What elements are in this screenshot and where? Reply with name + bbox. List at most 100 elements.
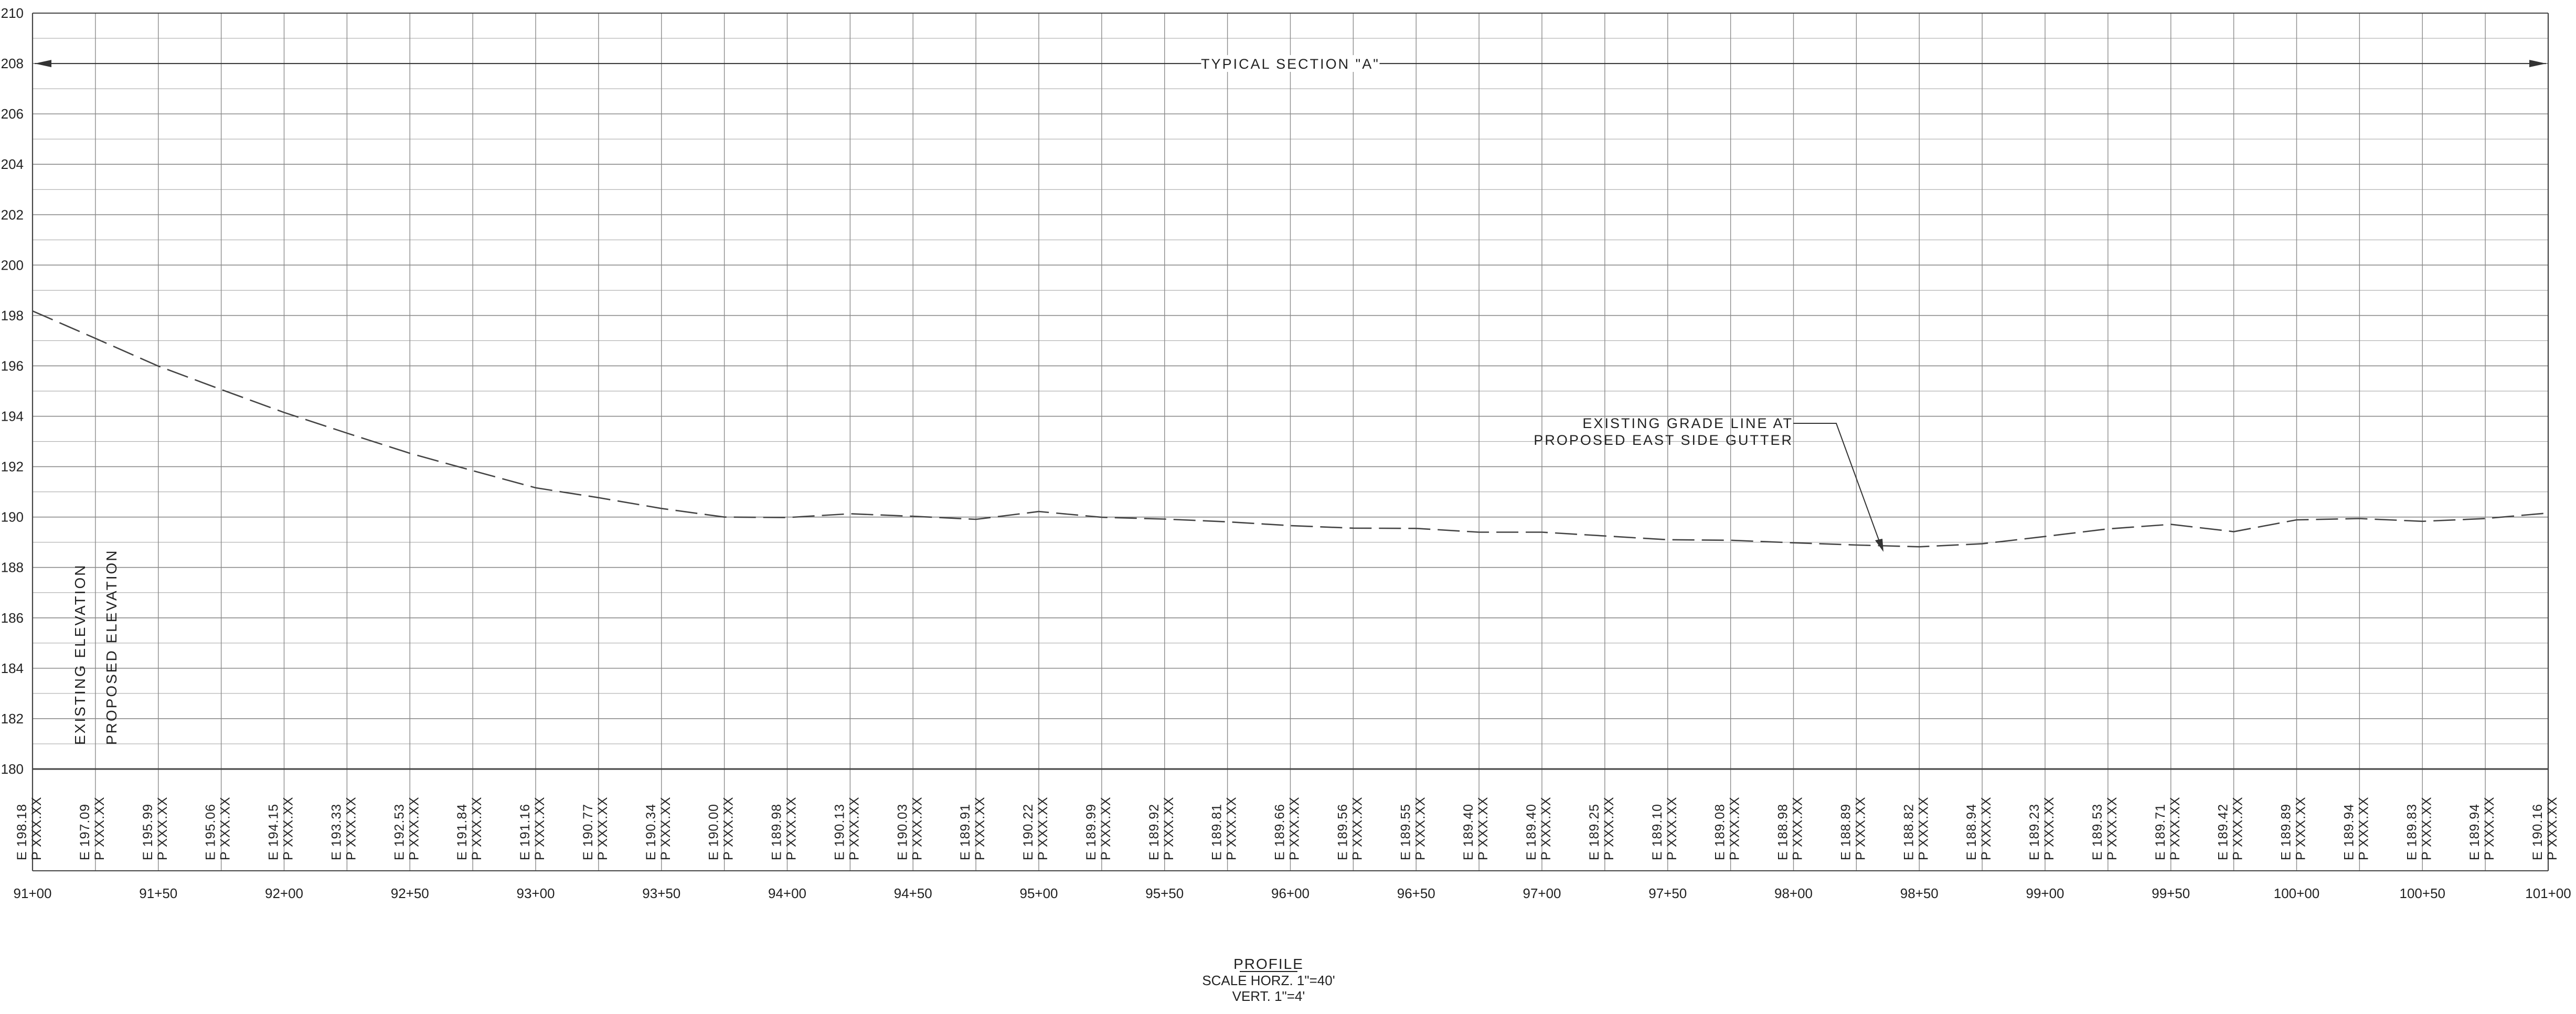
proposed-elevation-value: P XXX.XX — [2042, 797, 2057, 861]
proposed-elevation-value: P XXX.XX — [1225, 797, 1239, 861]
elevation-tick-label: 208 — [1, 56, 24, 71]
existing-elevation-value: E 189.91 — [958, 804, 973, 860]
elevation-tick-label: 184 — [1, 660, 24, 676]
station-label: 100+00 — [2274, 885, 2319, 901]
station-label: 95+00 — [1019, 885, 1058, 901]
proposed-elevation-label: PROPOSED ELEVATION — [103, 549, 120, 745]
existing-elevation-value: E 189.81 — [1210, 804, 1225, 860]
existing-elevation-value: E 189.10 — [1650, 804, 1665, 860]
proposed-elevation-value: P XXX.XX — [2482, 797, 2497, 861]
existing-elevation-value: E 195.06 — [204, 804, 218, 860]
proposed-elevation-value: P XXX.XX — [2168, 797, 2183, 861]
proposed-elevation-value: P XXX.XX — [470, 797, 484, 861]
station-label: 99+50 — [2152, 885, 2190, 901]
existing-elevation-value: E 197.09 — [78, 804, 92, 860]
proposed-elevation-value: P XXX.XX — [92, 797, 107, 861]
scale-horizontal: SCALE HORZ. 1"=40' — [1202, 973, 1335, 988]
proposed-elevation-value: P XXX.XX — [595, 797, 610, 861]
profile-title: PROFILE — [1233, 956, 1304, 972]
station-label: 98+50 — [1900, 885, 1939, 901]
existing-elevation-value: E 189.89 — [2279, 804, 2294, 860]
proposed-elevation-value: P XXX.XX — [1539, 797, 1553, 861]
proposed-elevation-value: P XXX.XX — [1791, 797, 1805, 861]
existing-elevation-value: E 190.00 — [707, 804, 721, 860]
grade-line-layer — [32, 310, 2549, 548]
existing-elevation-value: E 189.55 — [1398, 804, 1413, 860]
proposed-elevation-value: P XXX.XX — [344, 797, 358, 861]
existing-elevation-value: E 190.77 — [581, 804, 595, 860]
proposed-elevation-value: P XXX.XX — [533, 797, 547, 861]
station-label: 97+50 — [1648, 885, 1687, 901]
annotation-line-2: PROPOSED EAST SIDE GUTTER — [1534, 432, 1793, 448]
proposed-elevation-value: P XXX.XX — [29, 797, 44, 861]
proposed-elevation-value: P XXX.XX — [1036, 797, 1050, 861]
proposed-elevation-value: P XXX.XX — [1099, 797, 1113, 861]
existing-elevation-value: E 188.98 — [1776, 804, 1791, 860]
existing-elevation-value: E 190.13 — [832, 804, 847, 860]
arrowhead-left-icon — [35, 60, 51, 68]
grade-annotation: EXISTING GRADE LINE AT PROPOSED EAST SID… — [1534, 415, 1883, 552]
elevation-tick-label: 198 — [1, 307, 24, 323]
proposed-elevation-value: P XXX.XX — [1665, 797, 1679, 861]
elevation-tick-label: 180 — [1, 761, 24, 777]
elevation-tick-label: 192 — [1, 459, 24, 475]
proposed-elevation-value: P XXX.XX — [2294, 797, 2308, 861]
proposed-elevation-value: P XXX.XX — [910, 797, 924, 861]
existing-elevation-value: E 189.92 — [1147, 804, 1162, 860]
annotation-leader — [1793, 423, 1881, 546]
station-label: 91+50 — [139, 885, 177, 901]
existing-elevation-value: E 188.82 — [1901, 804, 1916, 860]
existing-elevation-value: E 189.23 — [2027, 804, 2042, 860]
existing-elevation-value: E 189.66 — [1273, 804, 1287, 860]
station-label: 98+00 — [1774, 885, 1813, 901]
existing-elevation-value: E 189.08 — [1713, 804, 1728, 860]
typical-section-line: TYPICAL SECTION "A" — [35, 55, 2546, 72]
station-label: 92+00 — [265, 885, 303, 901]
arrowhead-right-icon — [2529, 60, 2546, 68]
elevation-tick-label: 186 — [1, 610, 24, 626]
existing-elevation-value: E 194.15 — [267, 804, 281, 860]
existing-elevation-label: EXISTING ELEVATION — [72, 564, 88, 745]
elevation-tick-label: 204 — [1, 156, 24, 172]
existing-grade-line — [32, 310, 2549, 548]
existing-elevation-value: E 189.83 — [2404, 804, 2419, 860]
existing-elevation-value: E 189.25 — [1587, 804, 1602, 860]
proposed-elevation-value: P XXX.XX — [281, 797, 296, 861]
existing-elevation-value: E 192.53 — [392, 804, 407, 860]
station-label: 97+00 — [1523, 885, 1561, 901]
proposed-elevation-value: P XXX.XX — [2545, 797, 2560, 861]
existing-elevation-value: E 191.84 — [455, 804, 470, 860]
station-label: 99+00 — [2026, 885, 2064, 901]
proposed-elevation-value: P XXX.XX — [407, 797, 421, 861]
existing-elevation-value: E 189.71 — [2153, 804, 2168, 860]
grid-frame — [31, 13, 2549, 871]
station-label: 95+50 — [1145, 885, 1184, 901]
station-label: 101+00 — [2525, 885, 2571, 901]
station-elevation-labels: E 198.18 P XXX.XX E 197.09 P XXX.XX E 195.99… — [15, 797, 2560, 861]
existing-elevation-value: E 190.03 — [895, 804, 910, 860]
station-label: 91+00 — [13, 885, 51, 901]
proposed-elevation-value: P XXX.XX — [1162, 797, 1176, 861]
proposed-elevation-value: P XXX.XX — [1287, 797, 1302, 861]
station-label: 93+00 — [516, 885, 555, 901]
proposed-elevation-value: P XXX.XX — [1728, 797, 1742, 861]
proposed-elevation-value: P XXX.XX — [721, 797, 736, 861]
elevation-tick-label: 182 — [1, 711, 24, 727]
elevation-tick-label: 190 — [1, 509, 24, 525]
existing-elevation-value: E 189.42 — [2216, 804, 2231, 860]
elevation-tick-label: 202 — [1, 207, 24, 222]
proposed-elevation-value: P XXX.XX — [1979, 797, 1994, 861]
elevation-axis: 210 208 206 204 202 200 198 196 194 192 190 188 186 1… — [1, 5, 24, 777]
leader-arrowhead-icon — [1875, 539, 1883, 552]
elevation-tick-label: 210 — [1, 5, 24, 21]
existing-elevation-value: E 189.94 — [2341, 804, 2356, 860]
elevation-tick-label: 200 — [1, 257, 24, 273]
proposed-elevation-value: P XXX.XX — [658, 797, 673, 861]
proposed-elevation-value: P XXX.XX — [1916, 797, 1931, 861]
elevation-tick-label: 196 — [1, 358, 24, 373]
station-axis: 91+00 91+50 92+00 92+50 93+00 93+50 94+00 94+50… — [13, 885, 2571, 901]
existing-elevation-value: E 195.99 — [141, 804, 155, 860]
proposed-elevation-value: P XXX.XX — [1853, 797, 1868, 861]
proposed-elevation-value: P XXX.XX — [1413, 797, 1428, 861]
